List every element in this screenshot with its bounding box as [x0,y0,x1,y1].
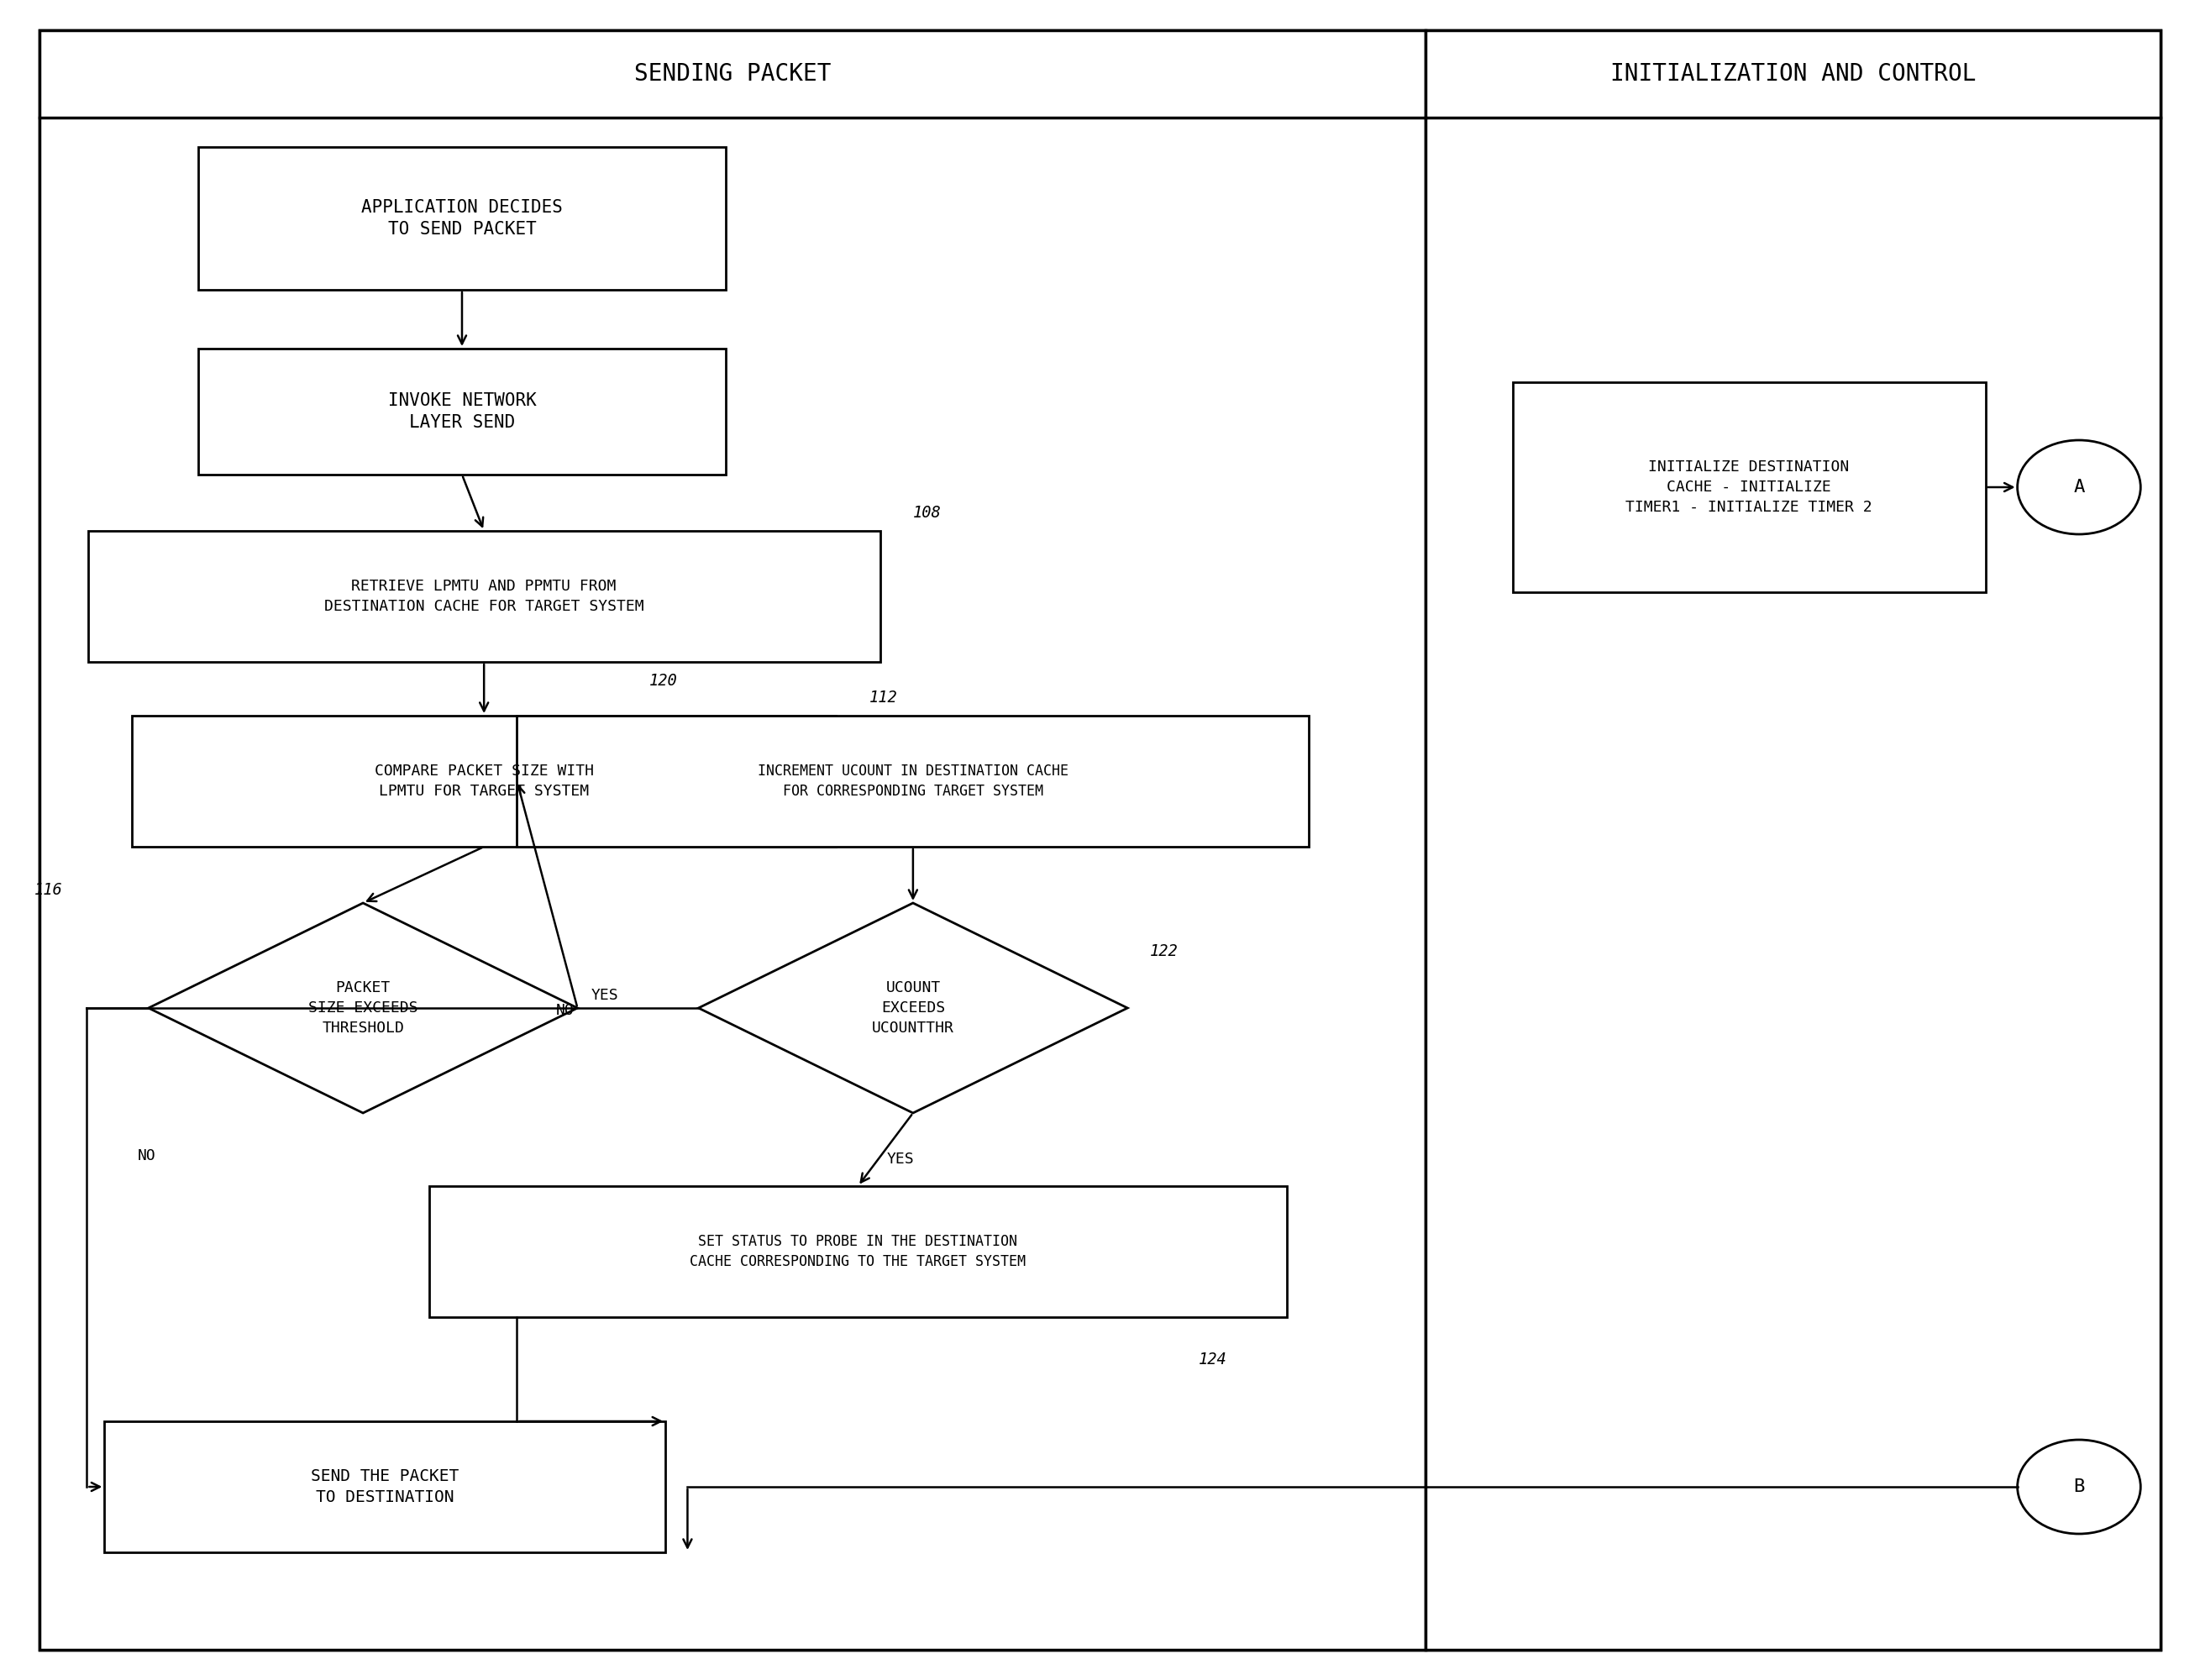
FancyBboxPatch shape [1426,30,2160,1650]
FancyBboxPatch shape [132,716,836,847]
Text: INVOKE NETWORK
LAYER SEND: INVOKE NETWORK LAYER SEND [387,391,537,432]
Text: 108: 108 [913,504,942,521]
Text: 122: 122 [1151,942,1177,959]
Text: 116: 116 [35,882,62,897]
Polygon shape [700,904,1126,1112]
Text: INITIALIZE DESTINATION
CACHE - INITIALIZE
TIMER1 - INITIALIZE TIMER 2: INITIALIZE DESTINATION CACHE - INITIALIZ… [1626,460,1872,514]
Polygon shape [150,904,576,1112]
FancyBboxPatch shape [40,30,2160,1650]
Text: SET STATUS TO PROBE IN THE DESTINATION
CACHE CORRESPONDING TO THE TARGET SYSTEM: SET STATUS TO PROBE IN THE DESTINATION C… [691,1235,1025,1268]
Text: APPLICATION DECIDES
TO SEND PACKET: APPLICATION DECIDES TO SEND PACKET [361,198,563,239]
FancyBboxPatch shape [88,531,880,662]
Text: 124: 124 [1199,1351,1228,1368]
Text: NO: NO [136,1149,156,1163]
FancyBboxPatch shape [198,349,726,474]
Text: INCREMENT UCOUNT IN DESTINATION CACHE
FOR CORRESPONDING TARGET SYSTEM: INCREMENT UCOUNT IN DESTINATION CACHE FO… [757,764,1069,798]
FancyBboxPatch shape [103,1421,664,1552]
Text: A: A [2072,479,2086,496]
FancyBboxPatch shape [429,1186,1287,1317]
Text: SENDING PACKET: SENDING PACKET [634,62,832,86]
Text: INITIALIZATION AND CONTROL: INITIALIZATION AND CONTROL [1610,62,1976,86]
Text: YES: YES [887,1152,913,1166]
Text: SEND THE PACKET
TO DESTINATION: SEND THE PACKET TO DESTINATION [310,1468,460,1505]
FancyBboxPatch shape [1514,383,1987,593]
Text: RETRIEVE LPMTU AND PPMTU FROM
DESTINATION CACHE FOR TARGET SYSTEM: RETRIEVE LPMTU AND PPMTU FROM DESTINATIO… [323,580,645,613]
Text: YES: YES [590,988,618,1003]
Text: 120: 120 [649,672,678,689]
Text: NO: NO [554,1003,574,1018]
Circle shape [2017,440,2141,534]
Text: B: B [2072,1478,2086,1495]
Circle shape [2017,1440,2141,1534]
FancyBboxPatch shape [40,30,1426,1650]
Text: UCOUNT
EXCEEDS
UCOUNTTHR: UCOUNT EXCEEDS UCOUNTTHR [871,981,955,1035]
Text: COMPARE PACKET SIZE WITH
LPMTU FOR TARGET SYSTEM: COMPARE PACKET SIZE WITH LPMTU FOR TARGE… [374,764,594,798]
FancyBboxPatch shape [517,716,1309,847]
Text: PACKET
SIZE EXCEEDS
THRESHOLD: PACKET SIZE EXCEEDS THRESHOLD [308,981,418,1035]
Text: 112: 112 [869,689,898,706]
FancyBboxPatch shape [198,148,726,289]
